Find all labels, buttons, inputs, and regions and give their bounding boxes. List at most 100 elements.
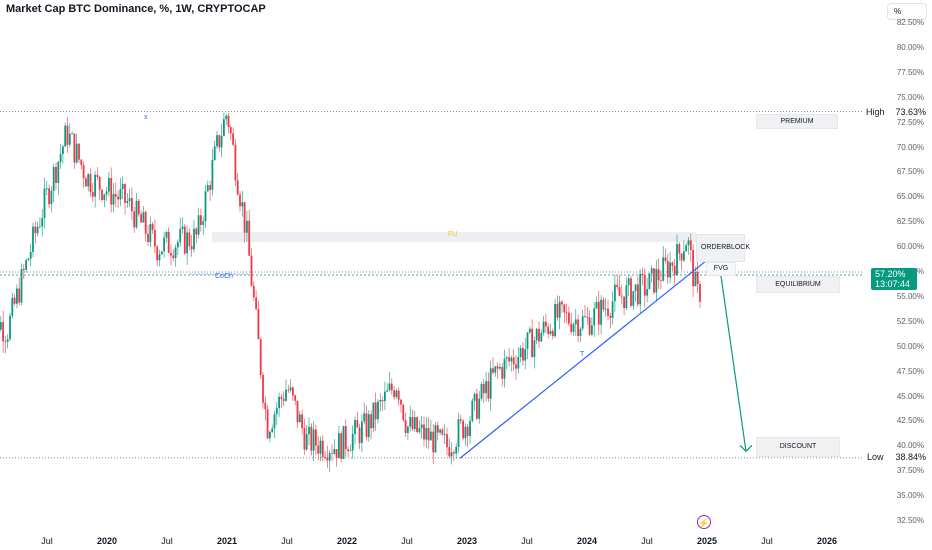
candle-body	[524, 349, 527, 361]
candle-body	[363, 413, 366, 422]
candle-body	[303, 427, 306, 450]
candle-body	[275, 408, 278, 415]
candle-body	[234, 144, 237, 181]
candle-body	[528, 328, 531, 333]
candle-body	[211, 160, 214, 190]
candle-body	[273, 414, 276, 429]
x-tick-label: 2022	[336, 536, 358, 546]
candle-body	[68, 133, 71, 145]
candle-body	[494, 366, 497, 373]
y-tick-label: 77.50%	[896, 67, 924, 77]
candle-body	[593, 308, 596, 326]
candle-body	[515, 364, 517, 369]
candle-body	[128, 198, 131, 201]
candle-body	[409, 417, 412, 427]
candle-body	[425, 427, 428, 440]
x-tick-label: Jul	[161, 536, 173, 546]
candle-body	[167, 232, 170, 254]
candle-body	[32, 226, 34, 252]
premium-zone[interactable]: PREMIUM	[756, 114, 838, 129]
candle-body	[78, 143, 80, 160]
candle-body	[565, 312, 568, 314]
candle-body	[75, 143, 78, 163]
candle-body	[338, 433, 340, 458]
candle-body	[540, 332, 543, 342]
trendline	[459, 251, 718, 459]
candle-body	[574, 319, 577, 325]
candle-body	[446, 434, 448, 448]
candle-body	[579, 328, 582, 337]
candle-body	[388, 383, 391, 391]
candle-body	[248, 220, 251, 256]
candle-body	[386, 390, 389, 392]
candle-body	[404, 420, 407, 434]
candle-body	[227, 115, 230, 128]
candle-body	[457, 419, 460, 447]
level-lines	[0, 110, 862, 459]
candle-body	[641, 273, 644, 276]
candle-body	[213, 146, 216, 161]
candle-body	[577, 319, 579, 337]
candle-body	[434, 425, 437, 453]
x-tick-label: Jul	[41, 536, 53, 546]
candle-body	[480, 383, 483, 399]
candle-body	[315, 429, 317, 446]
x-tick-label: 2025	[696, 536, 718, 546]
candle-body	[301, 414, 303, 428]
discount-zone[interactable]: DISCOUNT	[756, 437, 840, 457]
candle-body	[188, 232, 191, 247]
candle-body	[43, 188, 46, 219]
candle-body	[427, 427, 430, 441]
unit-button[interactable]: %	[887, 3, 927, 20]
candle-body	[294, 395, 297, 401]
candle-body	[216, 135, 218, 147]
candle-body	[370, 414, 372, 429]
candle-body	[692, 249, 694, 287]
projection-arrow-shaft	[718, 261, 747, 452]
fvg-zone[interactable]: FVG	[706, 262, 736, 276]
candle-body	[549, 331, 552, 335]
candle-body	[400, 399, 402, 405]
orderblock-zone[interactable]: ORDERBLOCK	[696, 234, 750, 262]
x-tick-label: 2026	[816, 536, 838, 546]
candle-body	[259, 339, 262, 375]
candle-body	[455, 446, 458, 454]
y-tick-label: 70.00%	[896, 142, 924, 152]
candle-body	[533, 340, 536, 358]
candle-body	[243, 202, 246, 233]
candle-body	[342, 426, 345, 459]
last-price-value: 57.20%	[875, 269, 906, 279]
candle-body	[193, 228, 195, 250]
candle-body	[13, 297, 16, 304]
x-tick-label: Jul	[641, 536, 653, 546]
candle-body	[94, 174, 96, 197]
y-tick-label: 80.00%	[896, 42, 924, 52]
candle-body	[653, 268, 655, 293]
candle-body	[85, 178, 87, 187]
candle-body	[271, 428, 274, 432]
candle-body	[680, 253, 683, 261]
candle-body	[229, 127, 232, 134]
candle-body	[627, 278, 630, 286]
high-label: High	[866, 107, 885, 117]
candle-body	[236, 180, 239, 195]
lightning-icon[interactable]: ⚡	[697, 515, 711, 529]
choch-label: CoCh	[215, 273, 233, 280]
candle-body	[241, 202, 244, 207]
candle-body	[535, 328, 538, 341]
candle-body	[430, 431, 432, 441]
candle-body	[133, 211, 136, 228]
candle-body	[190, 246, 193, 250]
candle-body	[179, 228, 182, 243]
candle-body	[16, 288, 18, 304]
candle-body	[103, 194, 106, 201]
candle-body	[377, 401, 379, 420]
resistance-zone-band	[212, 232, 696, 243]
y-tick-label: 37.50%	[896, 466, 924, 476]
candle-body	[82, 164, 85, 179]
candle-body	[147, 233, 149, 243]
candle-body	[384, 391, 386, 402]
candle-body	[114, 193, 117, 197]
equilibrium-zone[interactable]: EQUILIBRIUM	[756, 276, 840, 293]
